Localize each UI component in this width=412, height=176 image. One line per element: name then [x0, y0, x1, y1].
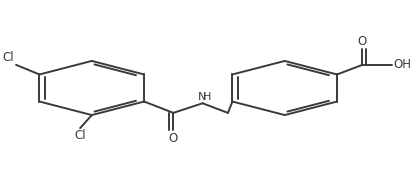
Text: Cl: Cl — [74, 129, 86, 142]
Text: H: H — [204, 92, 212, 102]
Text: O: O — [358, 35, 367, 48]
Text: N: N — [198, 92, 206, 102]
Text: Cl: Cl — [2, 51, 14, 64]
Text: OH: OH — [393, 58, 411, 71]
Text: O: O — [169, 132, 178, 145]
